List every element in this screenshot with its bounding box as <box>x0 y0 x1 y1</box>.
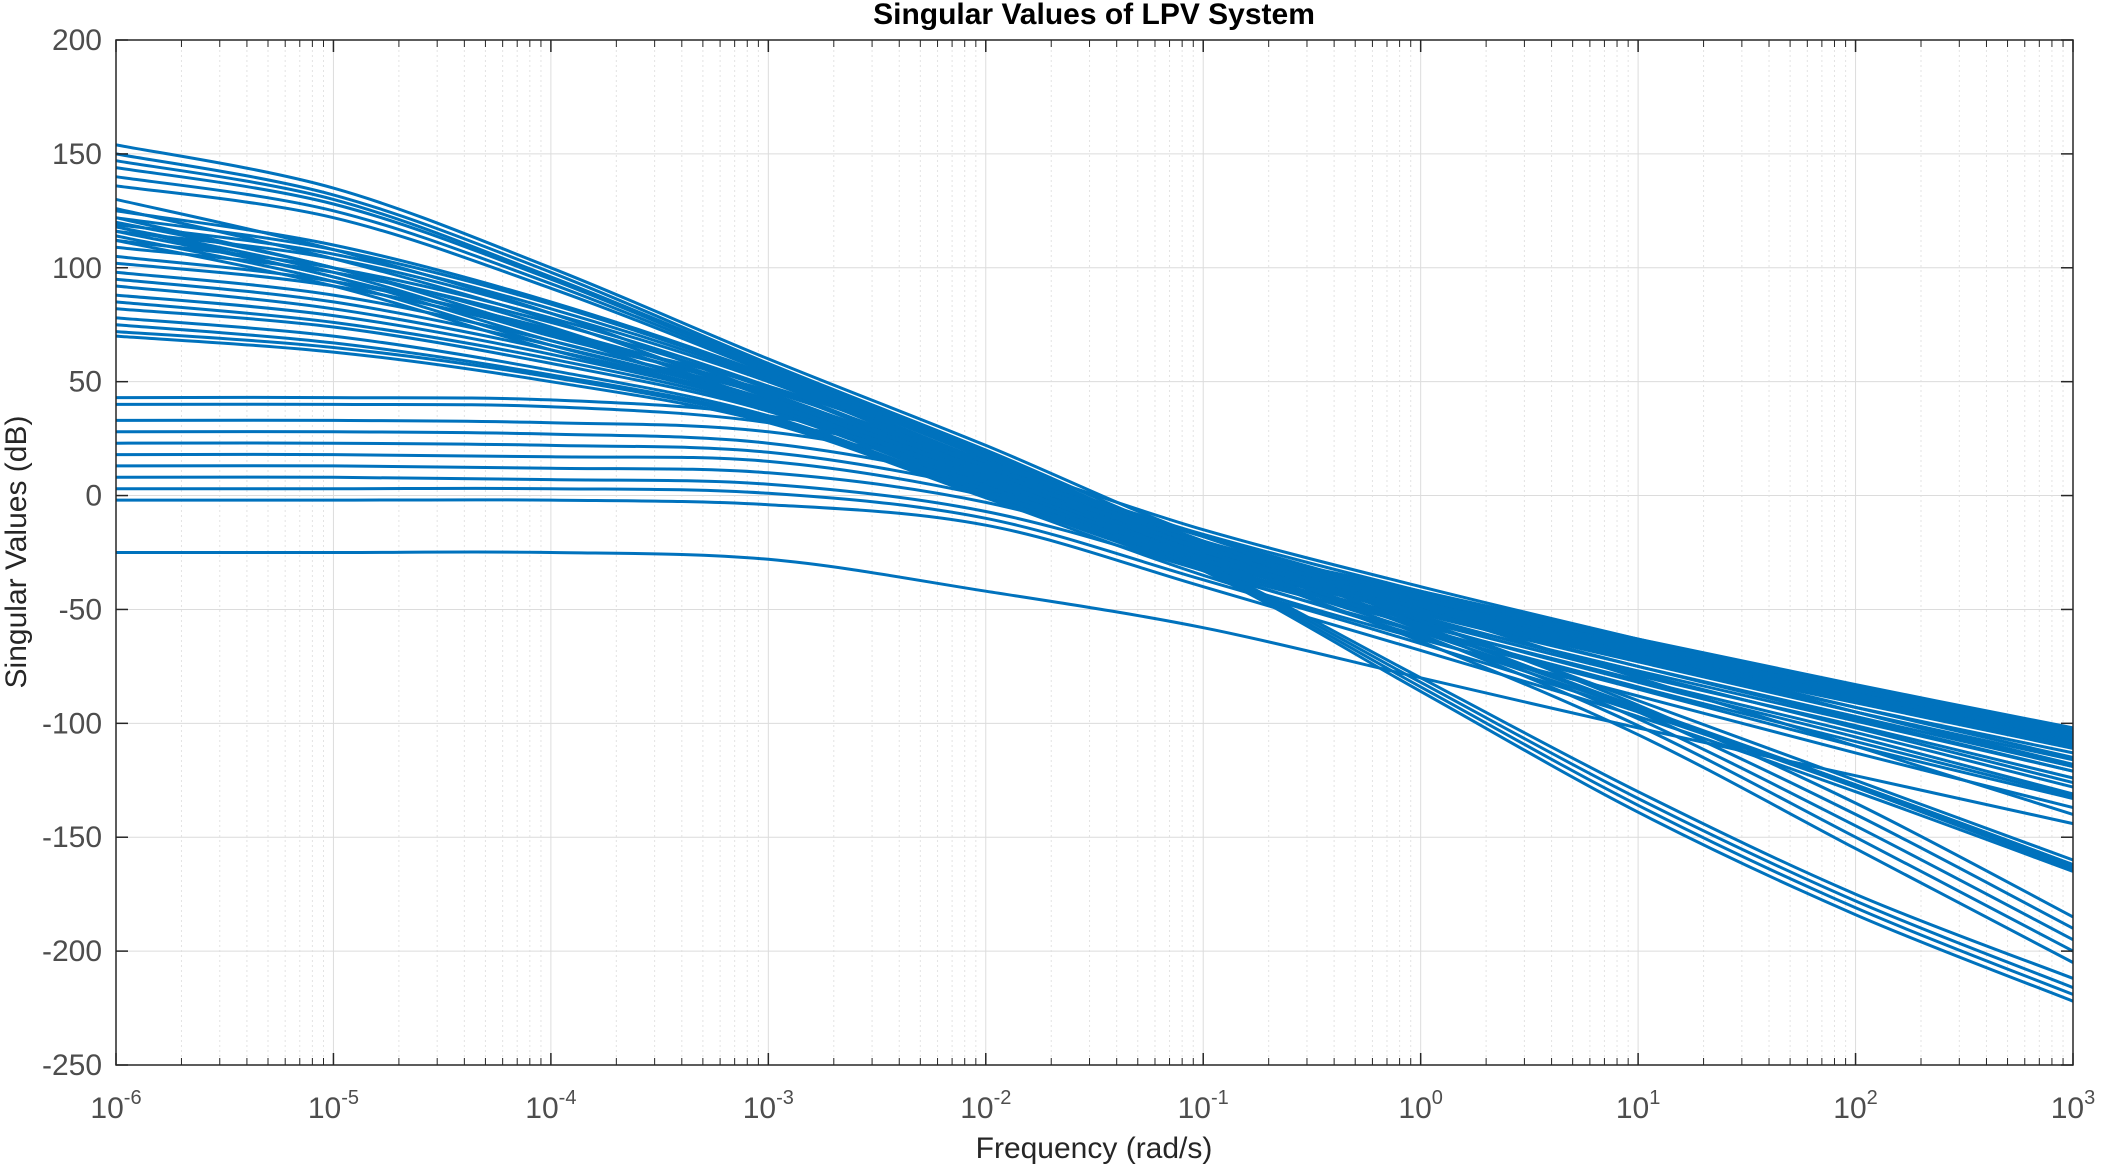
x-tick-label-base: 10 <box>1833 1092 1866 1125</box>
x-tick-label-base: 10 <box>743 1092 776 1125</box>
y-tick-label: 100 <box>52 252 102 285</box>
x-tick-label-base: 10 <box>308 1092 341 1125</box>
series-lines <box>115 143 2074 1003</box>
x-tick-label-base: 10 <box>525 1092 558 1125</box>
x-tick-label: 100 <box>1398 1087 1443 1125</box>
x-tick-label: 102 <box>1833 1087 1878 1125</box>
minor-grid <box>180 40 2064 1065</box>
series-line-41 <box>115 197 2074 980</box>
y-tick-label: -200 <box>42 935 102 968</box>
x-tick-label: 103 <box>2051 1087 2096 1125</box>
x-tick-label-exponent: -4 <box>559 1087 577 1109</box>
x-tick-label-base: 10 <box>1178 1092 1211 1125</box>
series-line-44 <box>115 225 2074 1003</box>
y-tick-label: -50 <box>59 593 102 626</box>
x-tick-label-exponent: -2 <box>994 1087 1012 1109</box>
chart-title: Singular Values of LPV System <box>873 0 1315 31</box>
series-line-33 <box>116 486 2074 869</box>
x-tick-label-exponent: -6 <box>124 1087 142 1109</box>
series-line-36 <box>115 220 2074 919</box>
x-tick-label: 10-6 <box>90 1087 141 1125</box>
x-tick-label: 101 <box>1616 1087 1661 1125</box>
series-line-32 <box>115 475 2074 867</box>
y-tick-label: 150 <box>52 138 102 171</box>
series-line-27 <box>115 418 2074 769</box>
x-tick-label: 10-2 <box>960 1087 1011 1125</box>
y-tick-label: -250 <box>42 1049 102 1082</box>
series-line-43 <box>115 216 2074 996</box>
x-axis-label: Frequency (rad/s) <box>976 1132 1213 1165</box>
series-line-38 <box>115 229 2074 942</box>
x-tick-label-exponent: 3 <box>2084 1087 2095 1109</box>
x-tick-label-base: 10 <box>90 1092 123 1125</box>
x-tick-label: 10-1 <box>1178 1087 1229 1125</box>
x-tick-label: 10-5 <box>308 1087 359 1125</box>
series-line-39 <box>115 234 2074 953</box>
y-tick-labels: 200 150 100 50 0 -50 -100 -150 -200 -250 <box>42 24 102 1082</box>
y-axis-label: Singular Values (dB) <box>0 416 33 689</box>
y-tick-label: -100 <box>42 707 102 740</box>
plot-frame <box>115 39 2074 1066</box>
tick-marks <box>115 39 2074 1066</box>
x-tick-label-base: 10 <box>2051 1092 2084 1125</box>
x-tick-label-base: 10 <box>1398 1092 1431 1125</box>
x-tick-label-exponent: 2 <box>1867 1087 1878 1109</box>
y-tick-label: 50 <box>69 366 102 399</box>
series-line-23 <box>115 330 2074 800</box>
x-tick-labels: 10-6 10-5 10-4 10-3 10-2 10-1 100 101 102 103 <box>90 1087 2095 1125</box>
x-tick-label-exponent: 0 <box>1432 1087 1443 1109</box>
x-tick-label-exponent: -3 <box>776 1087 794 1109</box>
series-line-42 <box>115 207 2074 989</box>
y-tick-label: -150 <box>42 821 102 854</box>
y-tick-label: 0 <box>85 480 102 513</box>
x-tick-label-base: 10 <box>1616 1092 1649 1125</box>
x-tick-label-exponent: -5 <box>341 1087 359 1109</box>
x-tick-label-exponent: -1 <box>1211 1087 1229 1109</box>
y-tick-label: 200 <box>52 24 102 57</box>
x-tick-label-exponent: 1 <box>1649 1087 1660 1109</box>
series-line-20 <box>115 307 2074 773</box>
x-tick-label: 10-3 <box>743 1087 794 1125</box>
x-tick-label: 10-4 <box>525 1087 576 1125</box>
series-line-25 <box>115 395 2074 741</box>
x-tick-label-base: 10 <box>960 1092 993 1125</box>
